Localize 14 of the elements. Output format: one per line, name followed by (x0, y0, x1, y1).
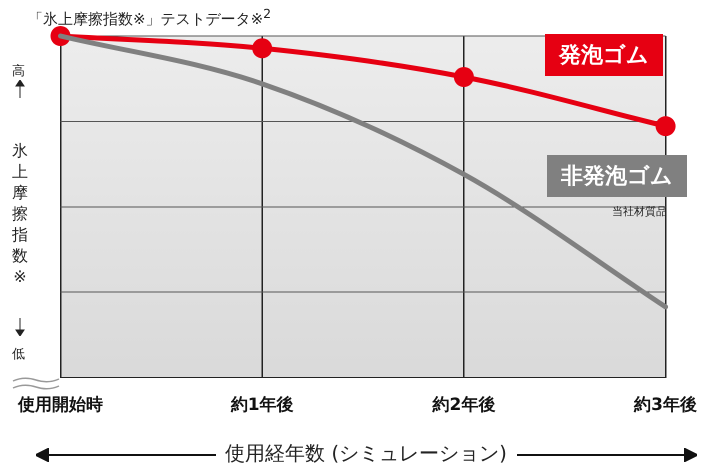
series-label: 非発泡ゴム (547, 155, 687, 197)
x-tick-label: 約2年後 (431, 395, 496, 416)
x-tick-label: 約1年後 (230, 395, 294, 416)
point (656, 116, 676, 136)
x-tick-label: 使用開始時 (17, 395, 103, 416)
chart-title: 「氷上摩擦指数※」テストデータ※$^{2}$ (28, 6, 272, 29)
text: 低 (12, 346, 25, 363)
point (252, 38, 272, 58)
y-axis-title: 氷上摩擦指数※ (11, 140, 29, 287)
series-label: 発泡ゴム (545, 34, 663, 76)
x-tick-label: 約3年後 (633, 395, 698, 416)
x-axis-title: 使用経年数 (シミュレーション) (225, 440, 507, 467)
text: 高 (12, 63, 25, 80)
point (454, 66, 474, 87)
